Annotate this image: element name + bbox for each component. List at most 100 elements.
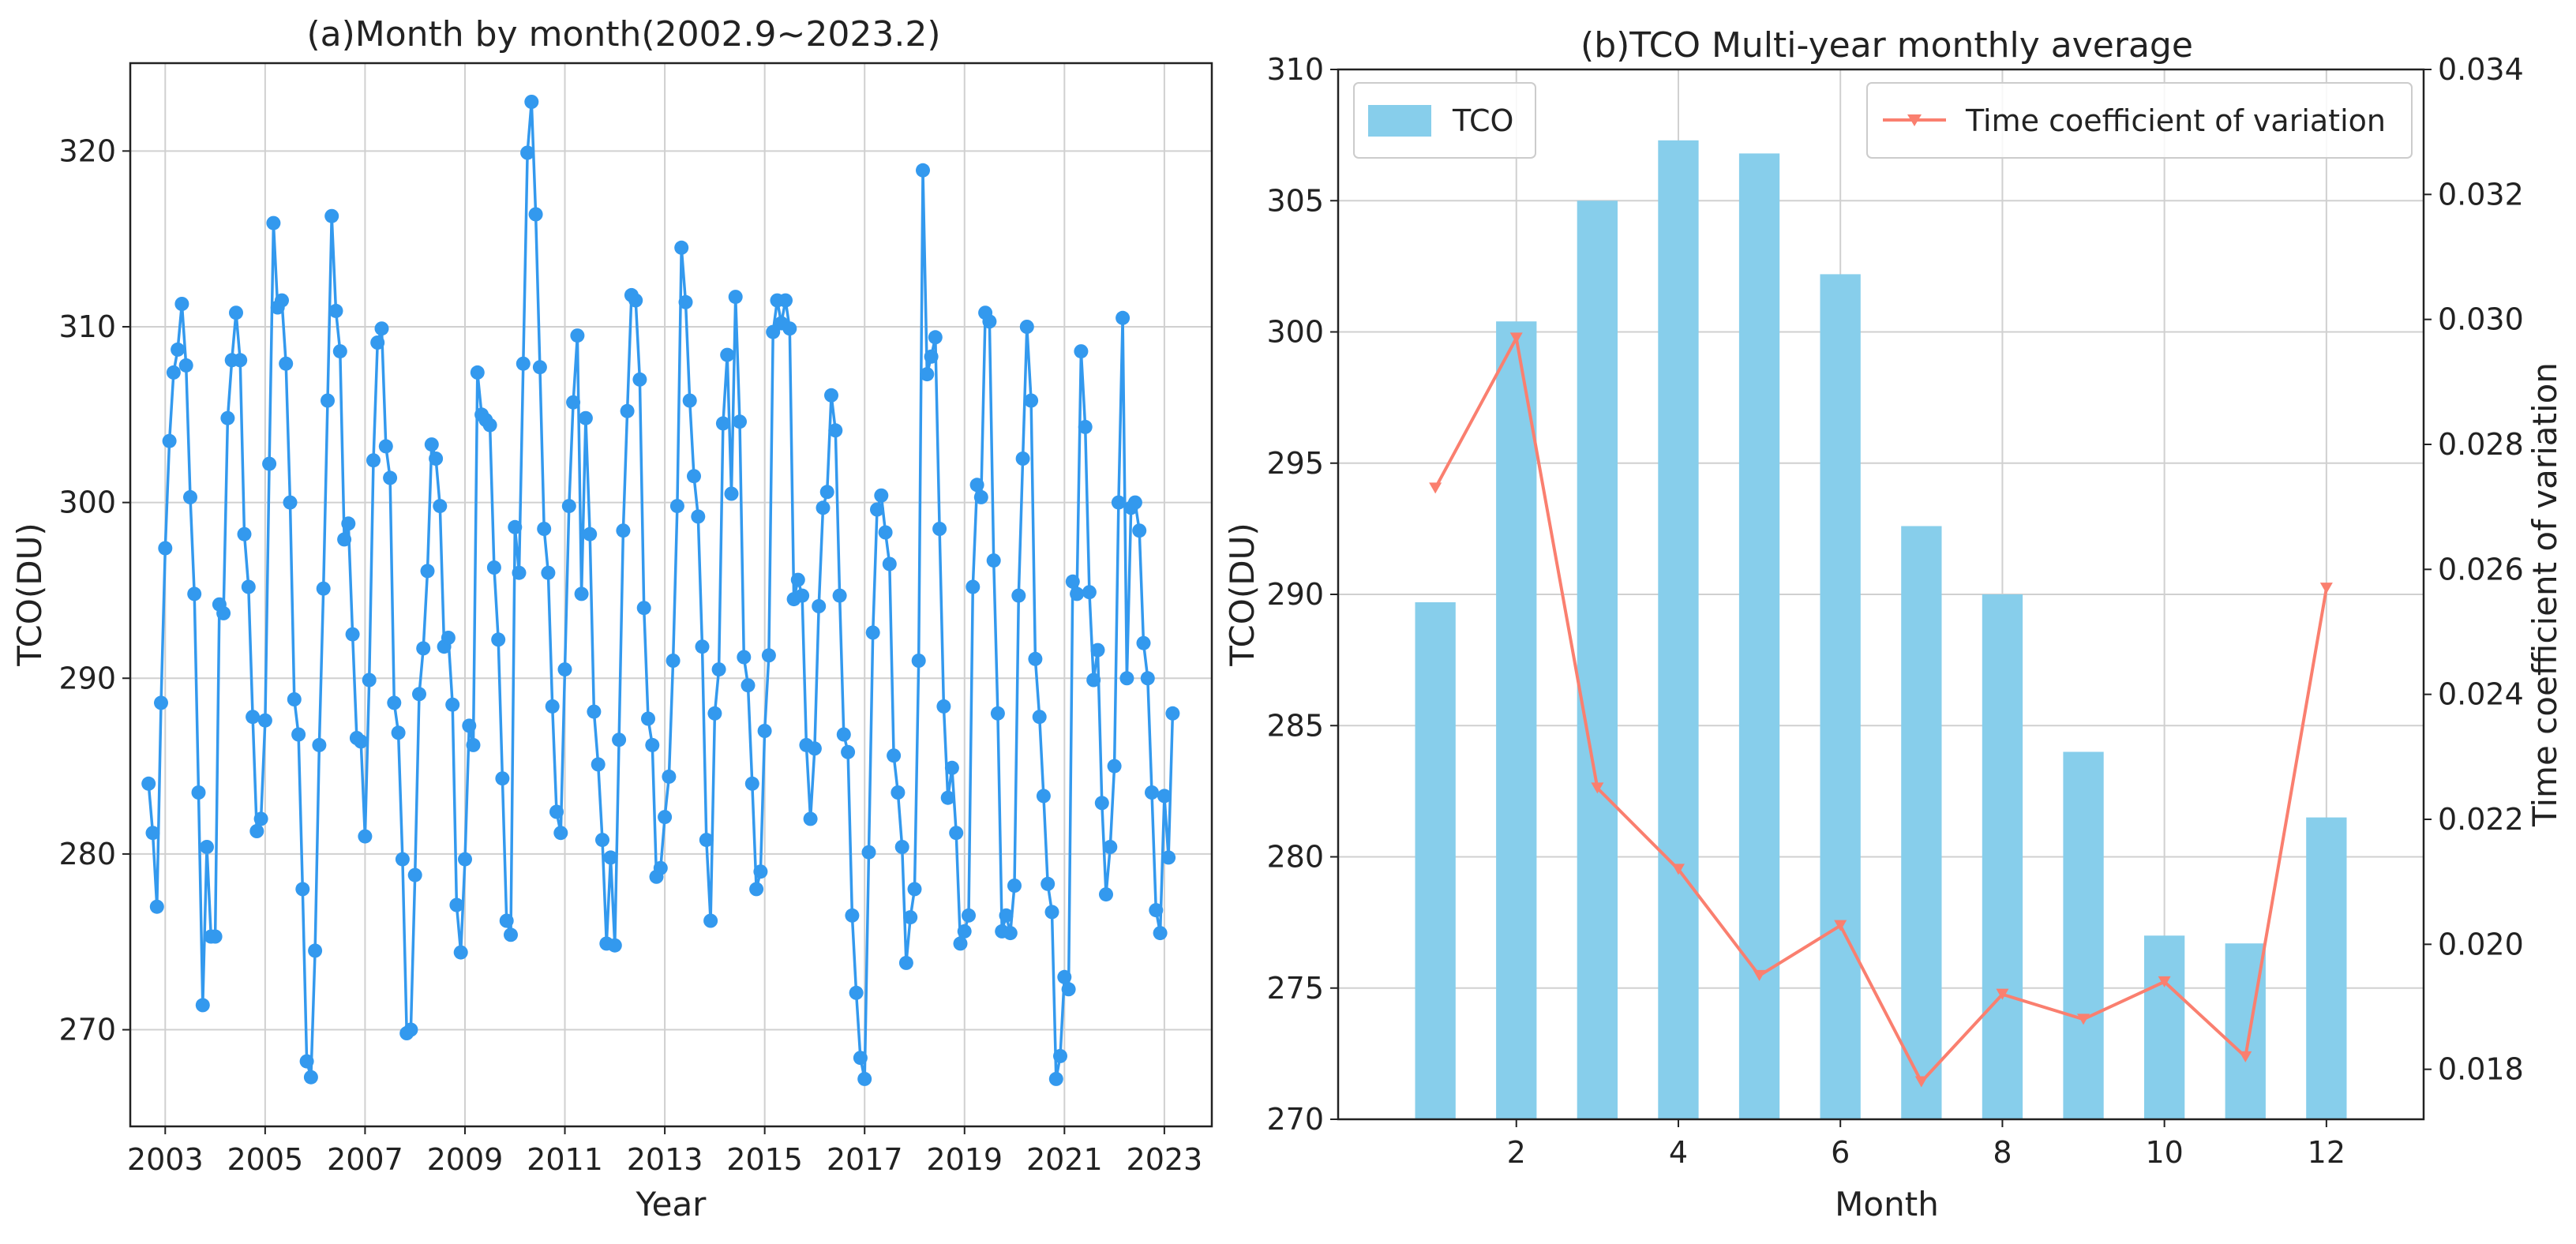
chart-a-point <box>695 639 710 654</box>
chart-a-point <box>936 699 951 714</box>
chart-a-point <box>412 687 426 702</box>
chart-a-point <box>761 648 776 663</box>
chart-a-point <box>778 293 793 308</box>
chart-a-point <box>257 713 272 728</box>
chart-b-xtick-label: 4 <box>1669 1135 1688 1170</box>
chart-a-point <box>532 360 547 375</box>
chart-a-point <box>429 452 444 466</box>
chart-a-point <box>241 579 256 594</box>
chart-b-bars <box>1415 140 2347 1120</box>
chart-a-point <box>1094 796 1109 811</box>
chart-a-point <box>324 208 339 223</box>
chart-a-point <box>865 625 880 640</box>
chart-b-frame <box>1337 68 2425 1121</box>
chart-a-point <box>453 945 468 960</box>
chart-b-xtick-label: 12 <box>2308 1135 2345 1170</box>
chart-a-point <box>836 727 851 742</box>
chart-b-bar <box>1901 526 1942 1119</box>
legend-cv-label: Time coefficient of variation <box>1965 103 2386 138</box>
chart-a-point <box>687 469 701 484</box>
chart-a-xtick-label: 2011 <box>527 1142 603 1177</box>
chart-a-point <box>803 811 818 826</box>
chart-a-point <box>1028 651 1043 666</box>
chart-a-point <box>362 673 377 688</box>
chart-b-ytick-label: 295 <box>1266 446 1324 481</box>
chart-a-point <box>1090 643 1105 658</box>
chart-a-point <box>603 850 618 865</box>
chart-a-xlabel: Year <box>636 1185 707 1223</box>
chart-a-point <box>1161 850 1176 865</box>
chart-a-ytick-label: 320 <box>58 133 116 168</box>
chart-a-point <box>641 711 655 726</box>
chart-a-point <box>154 695 168 710</box>
chart-a-point <box>354 734 369 749</box>
chart-a-point <box>537 522 552 536</box>
chart-a-point <box>291 727 306 742</box>
chart-a-point <box>345 627 360 642</box>
chart-a-point <box>337 532 352 547</box>
chart-a-point <box>1041 876 1056 891</box>
chart-a-point <box>171 342 186 357</box>
chart-a-point <box>874 488 889 503</box>
chart-a-point <box>312 737 327 752</box>
chart-b-cv-marker <box>1834 920 1847 931</box>
chart-b-ytick-label: 300 <box>1266 315 1324 350</box>
chart-a-point <box>691 509 706 524</box>
chart-a-title: (a)Month by month(2002.9~2023.2) <box>306 14 940 54</box>
chart-a-point <box>561 499 576 514</box>
chart-a-point <box>149 899 164 914</box>
chart-a-point <box>620 403 635 418</box>
chart-b-bar <box>1577 200 1618 1120</box>
chart-a-point <box>1036 789 1051 804</box>
chart-a-point <box>341 516 356 531</box>
chart-b-bar <box>2063 751 2104 1119</box>
chart-a-grid <box>130 63 1212 1126</box>
chart-a-point <box>953 936 968 951</box>
chart-a-point <box>824 388 838 403</box>
chart-a-point <box>166 365 181 380</box>
legend-tco-swatch <box>1368 105 1431 137</box>
chart-a-point <box>737 650 752 665</box>
chart-b-xtick-label: 2 <box>1507 1135 1526 1170</box>
chart-a-point <box>321 393 335 408</box>
chart-a-point <box>191 785 206 800</box>
chart-a-point <box>733 414 747 429</box>
chart-a-point <box>445 697 460 712</box>
chart-a-point <box>499 913 514 928</box>
chart-a-point <box>557 662 572 677</box>
chart-a-xtick-label: 2013 <box>627 1142 703 1177</box>
chart-a-point <box>832 588 847 603</box>
chart-a-point <box>416 641 431 656</box>
chart-a-point <box>316 581 331 596</box>
chart-a-point <box>894 840 909 854</box>
chart-b-cv-marker <box>2239 1051 2252 1062</box>
chart-a-point <box>636 601 651 616</box>
chart-a-point <box>828 423 843 438</box>
chart-a-point <box>1140 671 1155 686</box>
chart-a-point <box>578 410 593 425</box>
chart-a-point <box>928 330 943 345</box>
chart-a-point <box>653 860 668 875</box>
chart-a-point <box>332 344 347 359</box>
chart-a-point <box>907 882 922 897</box>
chart-a-point <box>616 523 631 538</box>
chart-a-point <box>666 654 681 668</box>
chart-b-y2tick-label: 0.020 <box>2438 927 2524 961</box>
chart-a-point <box>266 215 281 230</box>
chart-a-point <box>328 303 343 318</box>
chart-a-point <box>303 1070 318 1085</box>
chart-a-xtick-label: 2015 <box>726 1142 803 1177</box>
chart-a-point <box>512 565 527 580</box>
chart-b-ytick-label: 310 <box>1266 52 1324 87</box>
chart-a-point <box>383 470 398 485</box>
chart-a-xtick-label: 2021 <box>1026 1142 1103 1177</box>
chart-a-point <box>162 433 177 448</box>
chart-a-xtick-label: 2023 <box>1127 1142 1203 1177</box>
legend-cv-marker <box>1907 114 1922 126</box>
chart-b-y2tick-label: 0.026 <box>2438 552 2524 586</box>
chart-a-point <box>969 478 984 493</box>
chart-a-point <box>283 495 298 510</box>
chart-a-point <box>1019 320 1034 334</box>
